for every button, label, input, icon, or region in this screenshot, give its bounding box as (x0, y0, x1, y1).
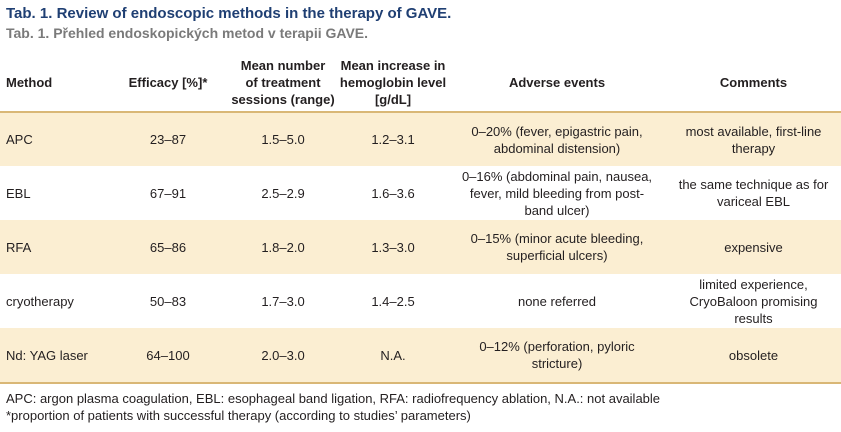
table-row: RFA 65–86 1.8–2.0 1.3–3.0 0–15% (minor a… (0, 220, 841, 274)
header-hemoglobin-line: hemoglobin level (339, 75, 447, 90)
cell-hemoglobin: 1.2–3.1 (338, 112, 448, 166)
review-table: Method Efficacy [%]* Mean number of trea… (0, 54, 841, 382)
cell-efficacy: 50–83 (149, 293, 187, 309)
cell-efficacy: 64–100 (108, 328, 228, 382)
cell-comments: limited experience, CryoBaloon promising… (666, 274, 841, 328)
cell-efficacy: 67–91 (149, 185, 187, 201)
cell-line: most available, first-line (685, 123, 822, 139)
cell-comments: expensive (666, 220, 841, 274)
cell-line: limited experience, (699, 276, 808, 292)
cell-comments: the same technique as for variceal EBL (666, 166, 841, 220)
cell-adverse-events: none referred (448, 274, 666, 328)
footnote-abbreviations: APC: argon plasma coagulation, EBL: esop… (6, 391, 661, 406)
cell-hemoglobin: 1.4–2.5 (371, 293, 415, 309)
cell-sessions: 1.7–3.0 (261, 293, 305, 309)
table-subtitle: Tab. 1. Přehled endoskopických metod v t… (6, 25, 369, 41)
cell-line: none referred (517, 293, 597, 309)
cell-hemoglobin: 1.6–3.6 (371, 185, 415, 201)
cell-sessions: 1.5–5.0 (228, 112, 338, 166)
cell-adverse-events: 0–16% (abdominal pain, nausea, fever, mi… (448, 166, 666, 220)
cell-hemoglobin: 1.3–3.0 (338, 220, 448, 274)
table-row: APC 23–87 1.5–5.0 1.2–3.1 0–20% (fever, … (0, 112, 841, 166)
header-comments: Comments (666, 54, 841, 113)
table-row: cryotherapy 50–83 1.7–3.0 1.4–2.5 none r… (0, 274, 841, 328)
cell-sessions: 2.5–2.9 (261, 185, 305, 201)
cell-efficacy: 65–86 (108, 220, 228, 274)
cell-line: band ulcer) (524, 202, 590, 218)
cell-line: fever, mild bleeding from post- (469, 185, 645, 201)
cell-sessions: 1.8–2.0 (228, 220, 338, 274)
cell-method: RFA (0, 220, 108, 274)
header-sessions-line: sessions (range) (231, 92, 335, 107)
header-hemoglobin: Mean increase in hemoglobin level [g/dL] (338, 54, 448, 113)
table-row: EBL 67–91 2.5–2.9 1.6–3.6 0–16% (abdomin… (0, 166, 841, 220)
cell-adverse-events: 0–20% (fever, epigastric pain, abdominal… (448, 112, 666, 166)
header-sessions-line: Mean number (240, 58, 326, 73)
cell-line: results (734, 310, 773, 326)
table-row: Nd: YAG laser 64–100 2.0–3.0 N.A. 0–12% … (0, 328, 841, 382)
header-sessions-line: of treatment (245, 75, 321, 90)
cell-line: 0–15% (minor acute bleeding, (470, 231, 644, 246)
cell-line: therapy (731, 140, 776, 156)
header-hemoglobin-line: Mean increase in (340, 58, 446, 73)
cell-method: EBL (6, 185, 31, 201)
cell-line: variceal EBL (717, 194, 790, 209)
cell-line: 0–16% (abdominal pain, nausea, (461, 168, 653, 184)
cell-line: CryoBaloon promising (689, 293, 818, 309)
cell-hemoglobin: N.A. (338, 328, 448, 382)
header-efficacy: Efficacy [%]* (108, 54, 228, 113)
cell-efficacy: 23–87 (108, 112, 228, 166)
header-row: Method Efficacy [%]* Mean number of trea… (0, 54, 841, 113)
cell-method: APC (0, 112, 108, 166)
cell-line: the same technique as for (678, 177, 829, 192)
cell-line: 0–20% (fever, epigastric pain, (471, 123, 643, 139)
cell-method: cryotherapy (6, 293, 74, 309)
cell-line: superficial ulcers) (506, 248, 608, 263)
cell-line: abdominal distension) (493, 140, 621, 156)
cell-method: Nd: YAG laser (0, 328, 108, 382)
cell-adverse-events: 0–12% (perforation, pyloric stricture) (448, 328, 666, 382)
header-sessions: Mean number of treatment sessions (range… (228, 54, 338, 113)
cell-comments: obsolete (666, 328, 841, 382)
cell-line: stricture) (531, 356, 583, 371)
cell-adverse-events: 0–15% (minor acute bleeding, superficial… (448, 220, 666, 274)
table-title: Tab. 1. Review of endoscopic methods in … (6, 5, 452, 22)
header-hemoglobin-line: [g/dL] (374, 92, 412, 107)
header-adverse-events: Adverse events (448, 54, 666, 113)
cell-sessions: 2.0–3.0 (228, 328, 338, 382)
footnote-efficacy-definition: *proportion of patients with successful … (6, 408, 471, 423)
cell-comments: most available, first-line therapy (666, 112, 841, 166)
header-method: Method (0, 54, 108, 113)
cell-line: obsolete (728, 347, 779, 363)
table-footnotes: APC: argon plasma coagulation, EBL: esop… (0, 382, 841, 424)
cell-line: expensive (724, 239, 783, 255)
cell-line: 0–12% (perforation, pyloric (479, 339, 635, 354)
